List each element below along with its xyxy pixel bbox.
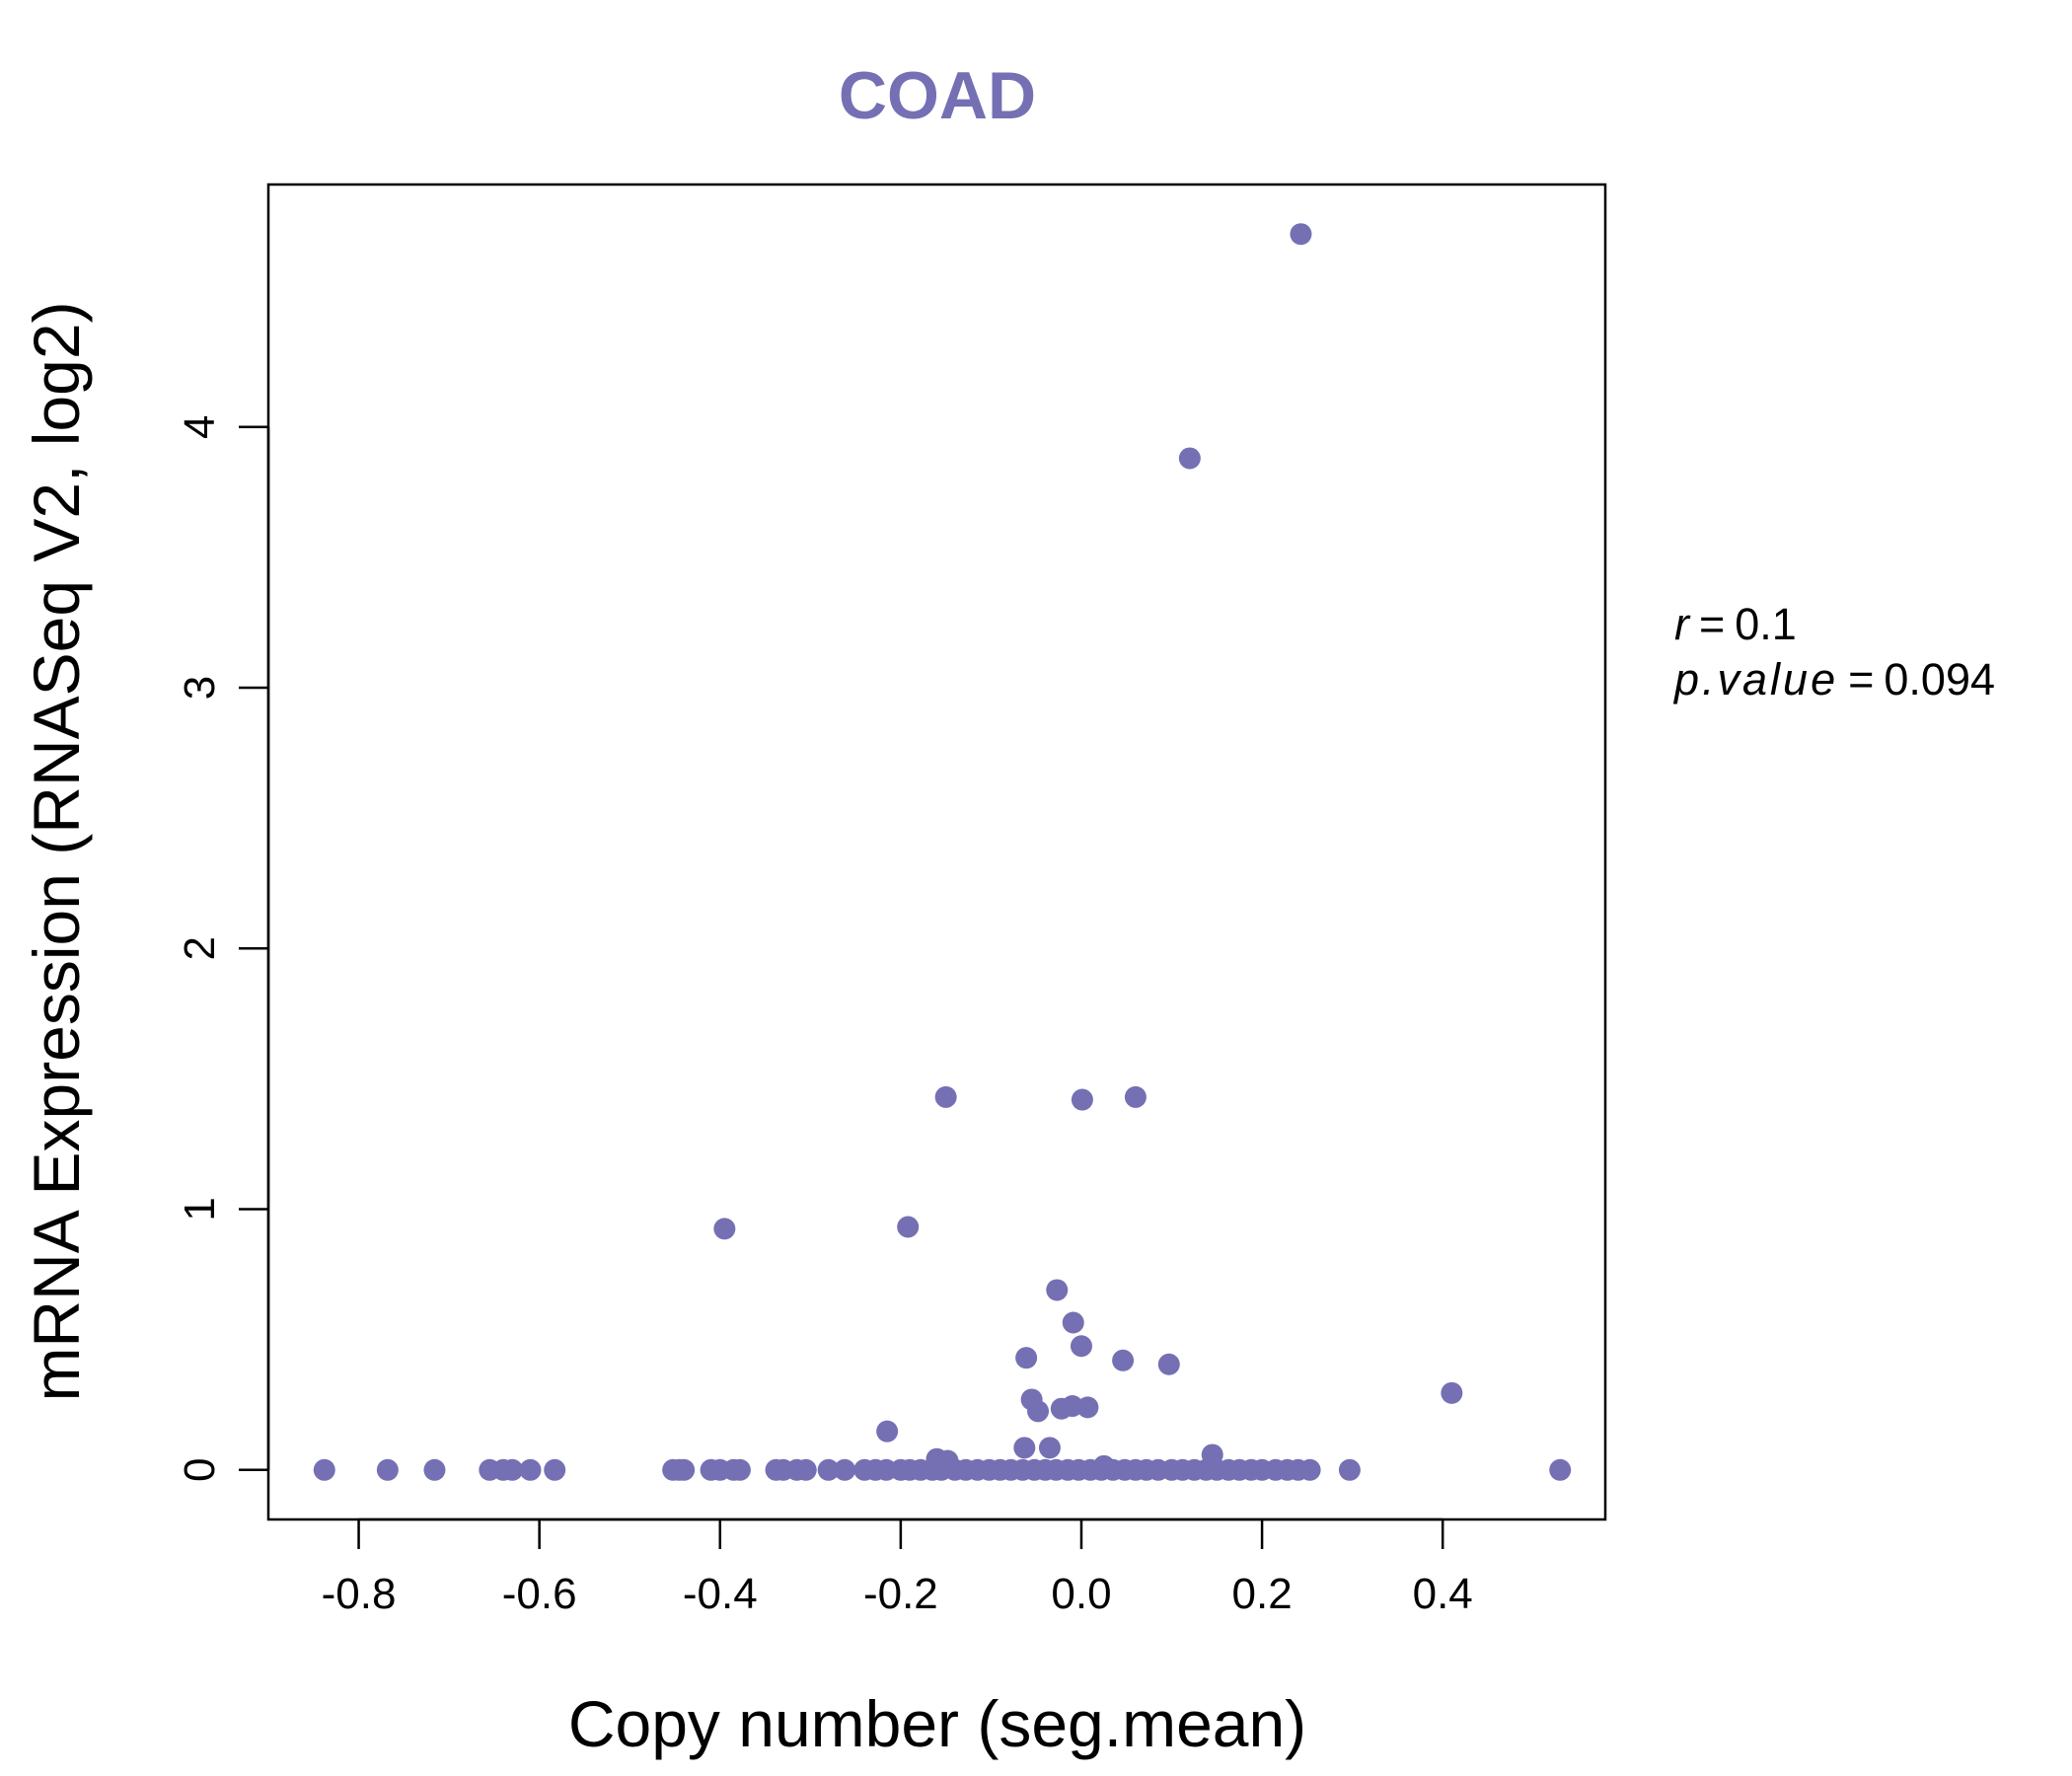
data-point — [1027, 1400, 1050, 1423]
x-axis-label: Copy number (seg.mean) — [568, 1687, 1306, 1760]
data-point — [876, 1420, 899, 1443]
p-statistic: p.value = 0.094 — [1672, 654, 1995, 704]
data-point — [519, 1458, 542, 1481]
y-tick-label: 2 — [176, 936, 224, 960]
p-value: 0.094 — [1884, 654, 1995, 704]
data-point — [1124, 1085, 1147, 1108]
data-point — [1076, 1396, 1099, 1419]
y-tick-label: 1 — [176, 1197, 224, 1221]
data-point — [1038, 1437, 1061, 1459]
data-point — [934, 1085, 957, 1108]
data-point — [1112, 1349, 1135, 1371]
x-tick-label: -0.6 — [502, 1570, 577, 1618]
data-point — [1013, 1437, 1036, 1459]
data-point — [423, 1458, 446, 1481]
data-point — [1338, 1458, 1361, 1481]
data-point — [1549, 1458, 1572, 1481]
data-point — [1441, 1381, 1463, 1404]
r-value: 0.1 — [1735, 599, 1797, 649]
data-point — [794, 1458, 817, 1481]
stats-annotation: r = 0.1 p.value = 0.094 — [1672, 599, 1995, 704]
data-point — [1290, 223, 1312, 246]
data-point — [1015, 1347, 1038, 1369]
data-point — [834, 1458, 856, 1481]
p-label: p.value — [1672, 654, 1838, 704]
data-point — [544, 1458, 566, 1481]
data-point — [1157, 1353, 1180, 1375]
chart-title: COAD — [839, 58, 1036, 133]
x-tick-label: 0.4 — [1413, 1570, 1473, 1618]
y-tick-label: 0 — [176, 1458, 224, 1482]
data-point — [1298, 1458, 1321, 1481]
r-statistic: r = 0.1 — [1674, 599, 1797, 649]
data-point — [1070, 1335, 1092, 1358]
r-label: r — [1674, 599, 1691, 649]
y-tick-label: 4 — [176, 415, 224, 439]
y-tick-label: 3 — [176, 676, 224, 700]
data-point — [1062, 1311, 1084, 1334]
data-point — [817, 1458, 840, 1481]
data-point — [897, 1216, 920, 1238]
x-tick-label: 0.0 — [1051, 1570, 1111, 1618]
data-point — [673, 1458, 696, 1481]
x-axis: -0.8 -0.6 -0.4 -0.2 0.0 0.2 0.4 — [322, 1517, 1473, 1618]
data-point — [713, 1218, 736, 1240]
y-axis: 0 1 2 3 4 — [176, 415, 270, 1482]
data-point — [313, 1458, 335, 1481]
x-tick-label: -0.8 — [322, 1570, 397, 1618]
y-axis-label: mRNA Expression (RNASeq V2, log2) — [20, 301, 93, 1401]
data-point — [376, 1458, 399, 1481]
data-point — [1046, 1279, 1069, 1301]
x-tick-label: -0.4 — [683, 1570, 758, 1618]
x-tick-label: -0.2 — [863, 1570, 938, 1618]
plot-frame — [266, 183, 1607, 1521]
data-point — [1071, 1088, 1093, 1111]
data-point — [501, 1458, 524, 1481]
data-point — [1178, 447, 1201, 470]
x-tick-label: 0.2 — [1232, 1570, 1293, 1618]
data-points — [313, 223, 1572, 1481]
data-point — [728, 1458, 751, 1481]
